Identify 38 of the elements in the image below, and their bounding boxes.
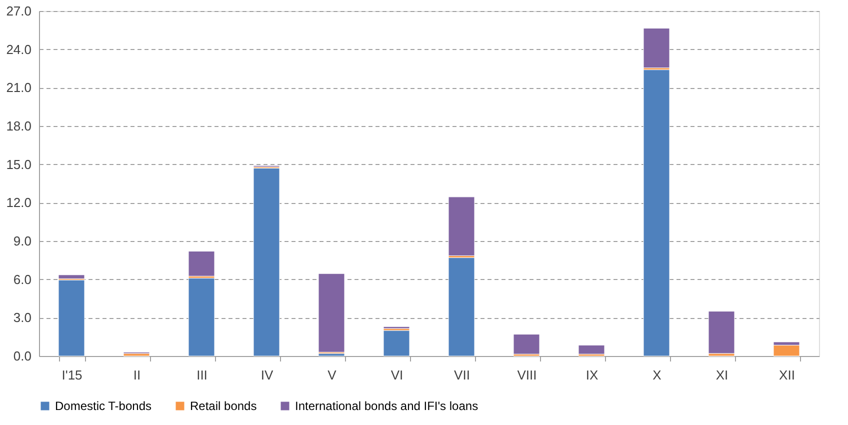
bar	[448, 196, 475, 256]
x-tick-label: XI	[716, 368, 728, 382]
y-tick-label: 0.0	[13, 348, 32, 364]
x-tick-label: X	[652, 368, 662, 382]
y-tick-label: 18.0	[6, 118, 32, 134]
y-tick-label: 24.0	[6, 42, 32, 57]
x-tick-label: IX	[586, 368, 598, 382]
bar	[708, 311, 735, 354]
y-tick-label: 6.0	[13, 272, 32, 287]
y-tick-label: 21.0	[6, 80, 32, 96]
bar	[643, 70, 670, 356]
bar	[318, 273, 345, 352]
bar	[188, 250, 215, 276]
x-tick-label: II	[133, 368, 141, 382]
bar	[253, 168, 280, 356]
y-tick-label: 27.0	[6, 4, 32, 18]
x-tick-label: I'15	[62, 368, 82, 382]
bar	[643, 28, 670, 68]
bar	[773, 344, 800, 356]
x-tick-label: V	[328, 368, 337, 382]
legend-label: Retail bonds	[190, 399, 257, 413]
bar	[383, 330, 410, 356]
x-tick-label: XII	[779, 368, 795, 382]
x-tick-label: VI	[390, 368, 404, 382]
y-tick-label: 9.0	[13, 234, 32, 248]
x-tick-label: III	[196, 368, 208, 382]
legend-label: International bonds and IFI's loans	[295, 399, 478, 413]
legend-label: Domestic T-bonds	[55, 399, 152, 413]
y-tick-label: 3.0	[13, 310, 32, 326]
x-tick-label: VII	[454, 368, 470, 382]
x-tick-label: VIII	[517, 368, 537, 382]
bar	[448, 257, 475, 356]
bar	[513, 334, 540, 354]
bar	[188, 278, 215, 356]
y-tick-label: 15.0	[6, 156, 32, 172]
x-tick-label: IV	[260, 368, 274, 382]
y-tick-label: 12.0	[6, 195, 32, 210]
bar	[578, 344, 605, 354]
